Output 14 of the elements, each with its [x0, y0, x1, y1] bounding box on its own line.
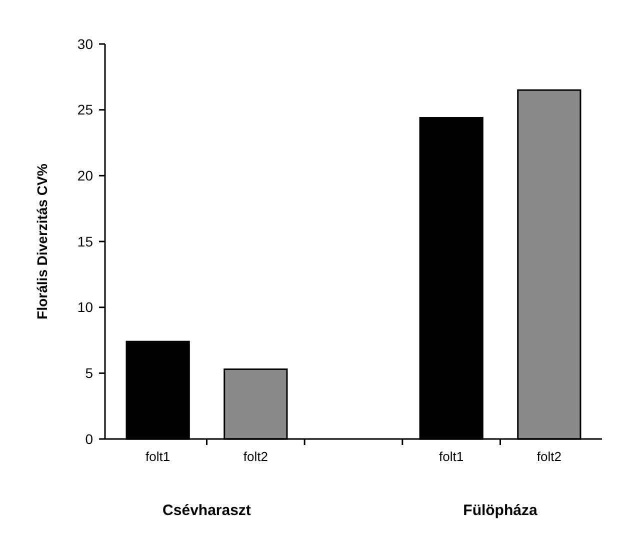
y-tick-label: 5 [85, 365, 94, 382]
y-tick-label: 0 [85, 430, 94, 447]
y-tick-label: 10 [77, 299, 94, 316]
x-tick-label: folt1 [146, 449, 170, 464]
y-axis-title: Florális Diverzitás CV% [34, 163, 50, 320]
y-tick-label: 30 [77, 36, 94, 52]
y-tick-label: 20 [77, 168, 94, 184]
x-tick-label: folt2 [243, 449, 268, 464]
text: Csévharaszt [162, 502, 251, 519]
x-tick-label: folt1 [439, 449, 464, 464]
text: Fülöpháza [463, 502, 538, 519]
x-tick-label: folt2 [536, 449, 562, 464]
y-tick-label: 25 [77, 102, 94, 118]
y-tick-label: 15 [77, 233, 94, 250]
